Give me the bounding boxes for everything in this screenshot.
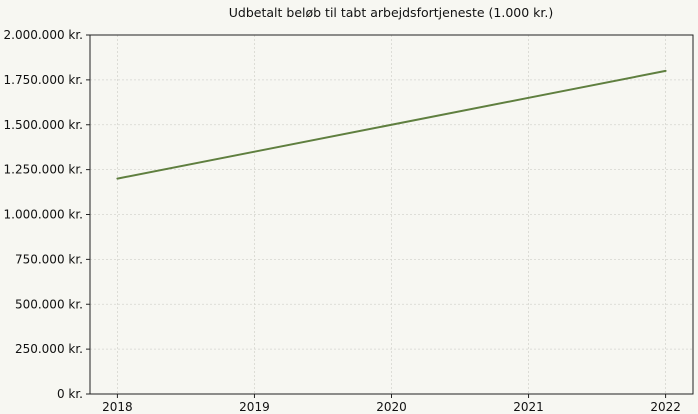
y-tick-label: 2.000.000 kr. [4, 28, 83, 42]
y-tick-label: 1.250.000 kr. [4, 163, 83, 177]
y-tick-label: 1.750.000 kr. [4, 73, 83, 87]
y-tick-label: 1.000.000 kr. [4, 208, 83, 222]
y-tick-label: 500.000 kr. [15, 297, 83, 311]
x-axis-ticks: 2018 2019 2020 2021 2022 [102, 394, 681, 414]
x-tick-label: 2021 [513, 400, 544, 414]
series-layer [116, 69, 667, 180]
x-tick-label: 2018 [102, 400, 133, 414]
x-tick-label: 2019 [239, 400, 270, 414]
y-axis-ticks: 0 kr. 250.000 kr. 500.000 kr. 750.000 kr. 1.… [4, 28, 90, 401]
y-tick-label: 250.000 kr. [15, 342, 83, 356]
y-tick-label: 0 kr. [57, 387, 83, 401]
y-tick-label: 1.500.000 kr. [4, 118, 83, 132]
x-tick-label: 2022 [650, 400, 681, 414]
chart-title: Udbetalt beløb til tabt arbejdsfortjenes… [229, 5, 553, 20]
y-tick-label: 750.000 kr. [15, 252, 83, 266]
x-tick-label: 2020 [376, 400, 407, 414]
